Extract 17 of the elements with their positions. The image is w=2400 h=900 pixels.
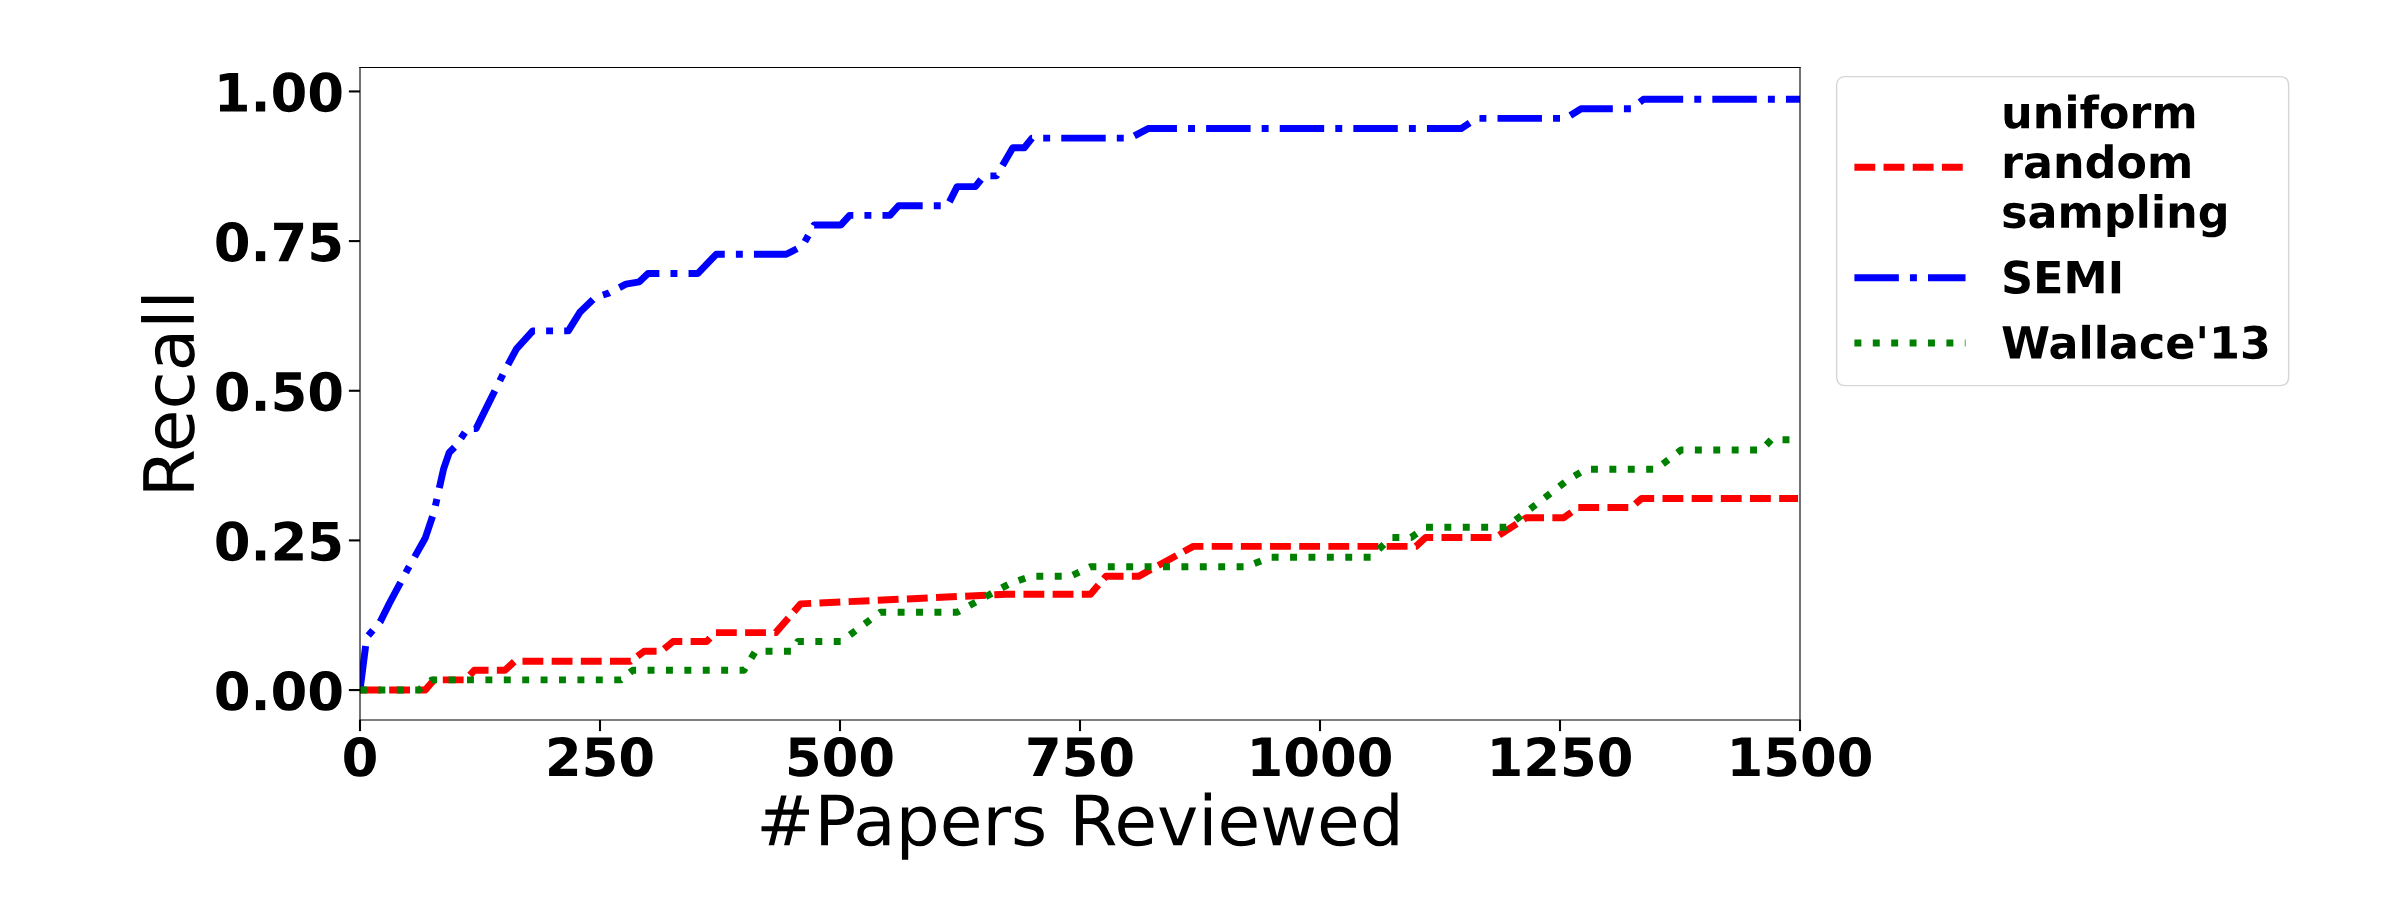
x-tick-label: 750 xyxy=(1028,736,1133,777)
y-tick-label: 0.50 xyxy=(216,371,342,412)
x-tick-label: 1500 xyxy=(1732,736,1871,777)
legend-label: uniform random sampling xyxy=(2003,94,2226,238)
x-axis-title: #Papers Reviewed xyxy=(761,792,1398,860)
x-tick-label: 1250 xyxy=(1492,736,1631,777)
x-tick-label: 500 xyxy=(788,736,893,777)
y-tick-label: 0.00 xyxy=(216,670,342,711)
x-tick-label: 1000 xyxy=(1252,736,1391,777)
legend-label: SEMI xyxy=(2004,260,2121,294)
y-axis-title: Recall xyxy=(141,296,195,491)
y-tick-label: 1.00 xyxy=(219,72,342,113)
legend-label: Wallace'13 xyxy=(2002,324,2268,360)
x-tick-label: 0 xyxy=(344,736,376,777)
x-tick-label: 250 xyxy=(549,736,653,777)
y-tick-label: 0.75 xyxy=(216,221,341,262)
y-tick-label: 0.25 xyxy=(216,521,341,562)
